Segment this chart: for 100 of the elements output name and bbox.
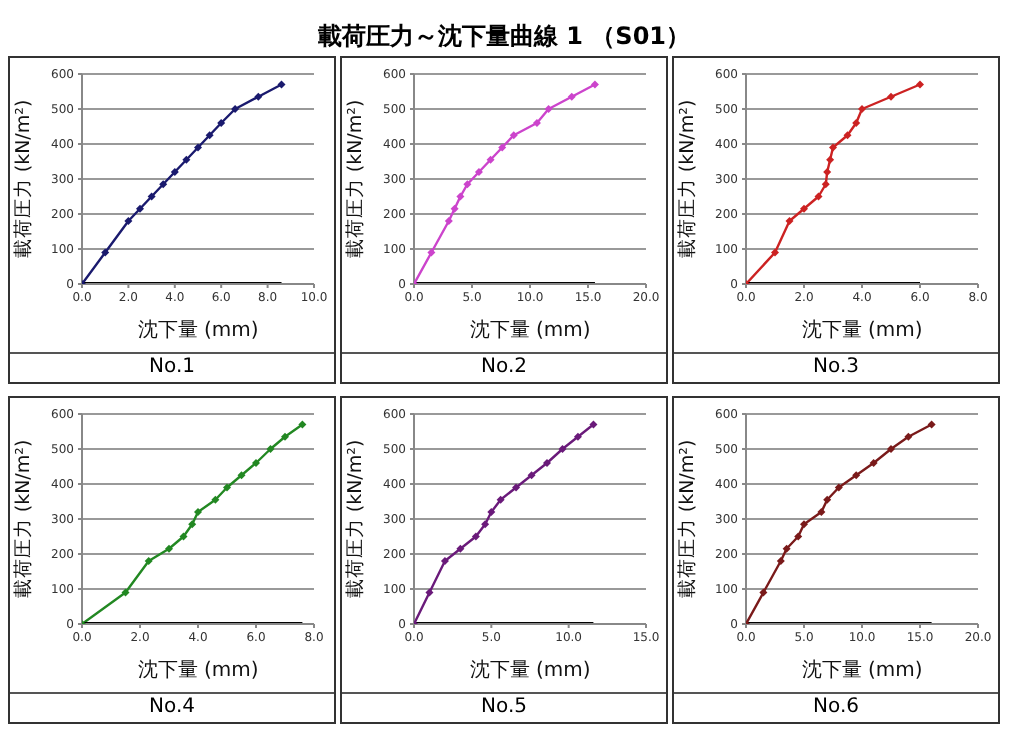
y-axis-title: 載荷圧力 (kN/m²) — [10, 99, 35, 259]
point — [179, 532, 188, 541]
point — [543, 459, 552, 467]
y-axis-title: 載荷圧力 (kN/m²) — [674, 439, 699, 599]
point — [826, 155, 835, 164]
point — [843, 131, 852, 140]
y-axis-title: 載荷圧力 (kN/m²) — [10, 439, 35, 599]
point — [463, 180, 472, 189]
point — [217, 119, 226, 127]
point — [823, 495, 832, 504]
point — [869, 459, 878, 467]
point — [165, 544, 173, 553]
point — [800, 204, 808, 213]
point — [450, 204, 459, 213]
point — [194, 143, 202, 152]
x-axis-title: 沈下量 (mm) — [469, 658, 591, 682]
line-series — [82, 80, 286, 284]
y-axis-title: 載荷圧力 (kN/m²) — [342, 439, 367, 599]
point — [444, 217, 453, 225]
y-axis-title: 載荷圧力 (kN/m²) — [674, 99, 699, 259]
x-axis-title: 沈下量 (mm) — [801, 658, 923, 682]
point — [281, 432, 289, 441]
point — [427, 248, 436, 257]
point — [800, 520, 808, 529]
point — [916, 80, 924, 89]
point — [471, 532, 480, 541]
point — [136, 204, 144, 213]
point — [231, 105, 240, 113]
point — [544, 105, 553, 113]
point — [785, 217, 794, 225]
point — [817, 508, 826, 516]
point — [254, 92, 263, 101]
point — [252, 459, 260, 467]
point — [211, 495, 220, 504]
point — [237, 471, 246, 480]
point — [821, 180, 830, 189]
point — [456, 192, 465, 201]
point — [121, 588, 130, 597]
point — [823, 168, 832, 176]
point — [509, 131, 518, 140]
point — [776, 557, 785, 565]
point — [474, 168, 483, 176]
point — [532, 119, 541, 127]
point — [486, 155, 495, 164]
point — [456, 544, 465, 553]
point — [858, 105, 866, 113]
point — [771, 248, 779, 257]
point — [814, 192, 823, 201]
point — [782, 544, 791, 553]
point — [124, 217, 133, 225]
point — [590, 80, 599, 89]
point — [498, 143, 507, 152]
point — [759, 588, 768, 597]
point — [558, 445, 567, 453]
x-axis-title: 沈下量 (mm) — [137, 318, 259, 342]
point — [852, 119, 861, 127]
point — [188, 520, 197, 529]
point — [834, 483, 843, 492]
point — [794, 532, 803, 541]
point — [170, 168, 179, 176]
point — [440, 557, 449, 565]
line-series — [414, 420, 598, 624]
point — [205, 131, 214, 140]
line-series — [746, 420, 936, 624]
point — [277, 80, 286, 89]
point — [496, 495, 505, 504]
point — [904, 432, 913, 441]
text: No.6 — [674, 692, 998, 722]
point — [887, 445, 895, 453]
line-series — [414, 80, 599, 284]
point — [887, 92, 895, 101]
point — [144, 557, 153, 565]
text: No.5 — [342, 692, 666, 722]
point — [589, 420, 598, 429]
point — [194, 508, 202, 516]
point — [223, 483, 231, 492]
x-axis-title: 沈下量 (mm) — [801, 318, 923, 342]
text: 載荷圧力～沈下量曲線 1 （S01） — [315, 20, 693, 54]
point — [512, 483, 521, 492]
point — [159, 180, 168, 189]
point — [266, 445, 275, 453]
line-series — [746, 80, 924, 284]
text: No.1 — [10, 352, 334, 382]
point — [182, 155, 191, 164]
point — [527, 471, 536, 480]
y-axis-title: 載荷圧力 (kN/m²) — [342, 99, 367, 259]
point — [927, 420, 936, 429]
point — [425, 588, 434, 597]
text: No.3 — [674, 352, 998, 382]
x-axis-title: 沈下量 (mm) — [137, 658, 259, 682]
point — [481, 520, 490, 529]
point — [573, 432, 582, 441]
point — [852, 471, 861, 480]
text: No.2 — [342, 352, 666, 382]
x-axis-title: 沈下量 (mm) — [469, 318, 591, 342]
text: No.4 — [10, 692, 334, 722]
point — [567, 92, 576, 101]
point — [829, 143, 837, 152]
point — [147, 192, 156, 201]
point — [487, 508, 496, 516]
